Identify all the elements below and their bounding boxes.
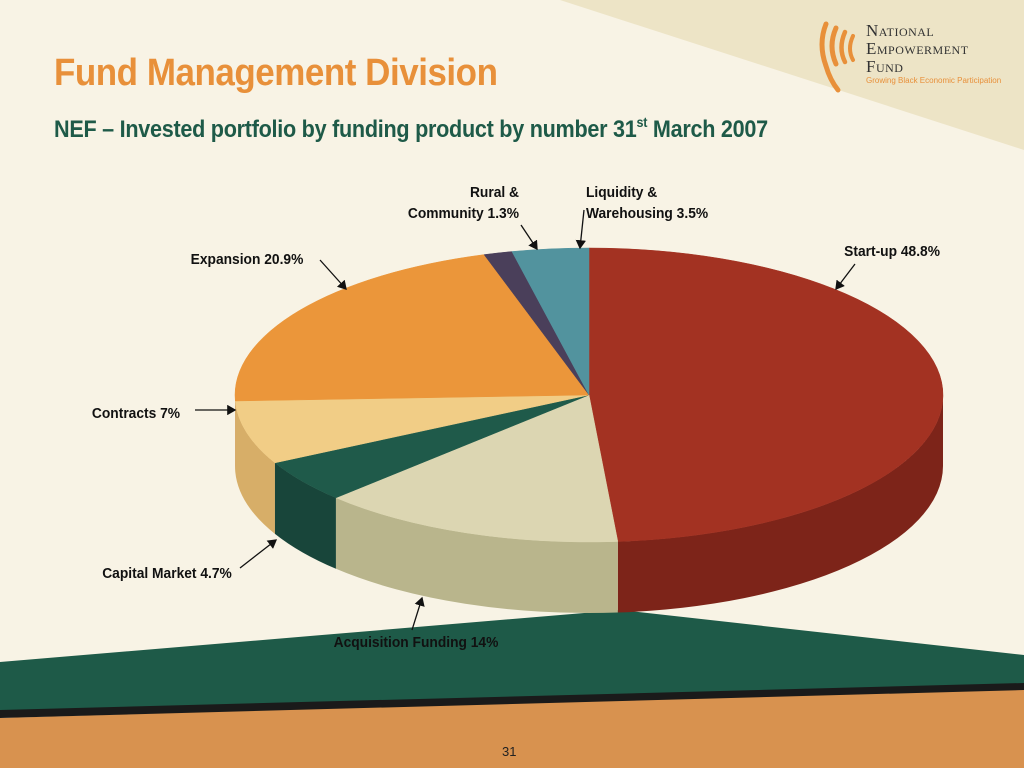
leader-arrow-expansion [319,259,347,290]
footer-dark-line [0,682,1024,718]
subtitle-main: NEF – Invested portfolio by funding prod… [54,116,637,143]
logo-line-3: Fund [866,57,904,76]
data-label-acquisition-funding: Acquisition Funding 14% [334,635,499,652]
leader-arrow-capital-market [239,539,278,569]
nef-logo: National Empowerment Fund Growing Black … [816,14,1016,94]
pie-side-acquisition-funding [335,497,618,613]
pie-slice-contracts [235,394,590,464]
logo-line-2: Empowerment [866,39,969,58]
pie-side-capital-market [274,462,336,569]
data-label-expansion: Expansion 20.9% [191,252,304,269]
pie-slice-start-up [588,247,944,542]
logo-tagline: Growing Black Economic Participation [866,76,1002,85]
data-label-capital-market: Capital Market 4.7% [102,566,232,583]
pie-side-contracts [235,400,275,534]
data-label-start-up: Start-up 48.8% [844,244,940,261]
background-diagonal-band [560,0,1024,150]
slide-number: 31 [502,744,517,759]
data-label-liquidity-warehousing: Liquidity & Warehousing 3.5% [586,185,708,223]
pie-slice-acquisition-funding [335,394,619,543]
footer-orange-band [0,688,1024,768]
logo-line-1: National [866,21,935,40]
logo-name: National Empowerment Fund [866,22,969,76]
slide-subtitle: NEF – Invested portfolio by funding prod… [54,114,768,144]
subtitle-end: March 2007 [647,116,768,143]
pie-side-start-up [617,395,943,613]
slide-title: Fund Management Division [54,52,498,94]
footer-green-band [0,610,1024,710]
leader-arrow-acquisition-funding [411,596,425,631]
leader-arrow-liquidity-warehousing [575,209,586,250]
subtitle-superscript: st [636,114,648,130]
data-label-rural-community: Rural & Community 1.3% [408,185,519,223]
leader-arrow-start-up [835,263,856,291]
pie-slice-liquidity-warehousing [511,247,590,396]
nef-logo-mark-icon [819,21,855,93]
leader-arrow-rural-community [520,224,538,251]
pie-slice-expansion [234,254,590,402]
data-label-contracts: Contracts 7% [92,406,180,423]
